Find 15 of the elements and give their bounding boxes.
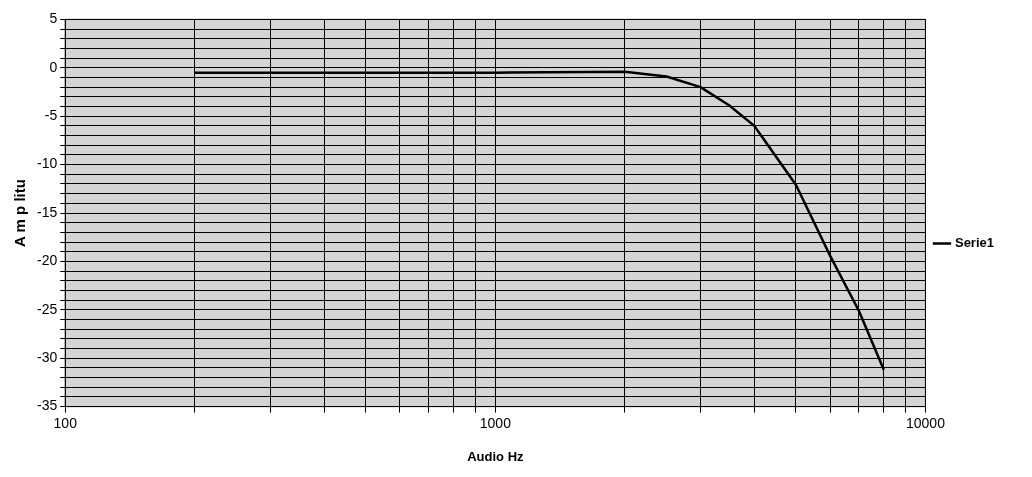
x-tick-label: 100 <box>53 414 78 431</box>
legend-label: Serie1 <box>954 235 995 251</box>
y-axis-title: A m p litu <box>11 179 29 247</box>
y-tick-label: -30 <box>37 349 58 366</box>
x-tick-label: 10000 <box>906 414 946 431</box>
y-tick-label: -10 <box>37 155 58 172</box>
y-tick-label: -25 <box>37 300 58 317</box>
y-tick-label: -35 <box>37 397 58 414</box>
y-tick-label: -20 <box>37 252 58 269</box>
y-tick-label: 5 <box>49 10 58 27</box>
x-tick-label: 1000 <box>479 414 512 431</box>
x-axis-title: Audio Hz <box>467 448 525 464</box>
y-tick-label: -15 <box>37 203 58 220</box>
y-tick-label: -5 <box>44 107 58 124</box>
y-tick-label: 0 <box>49 58 58 75</box>
